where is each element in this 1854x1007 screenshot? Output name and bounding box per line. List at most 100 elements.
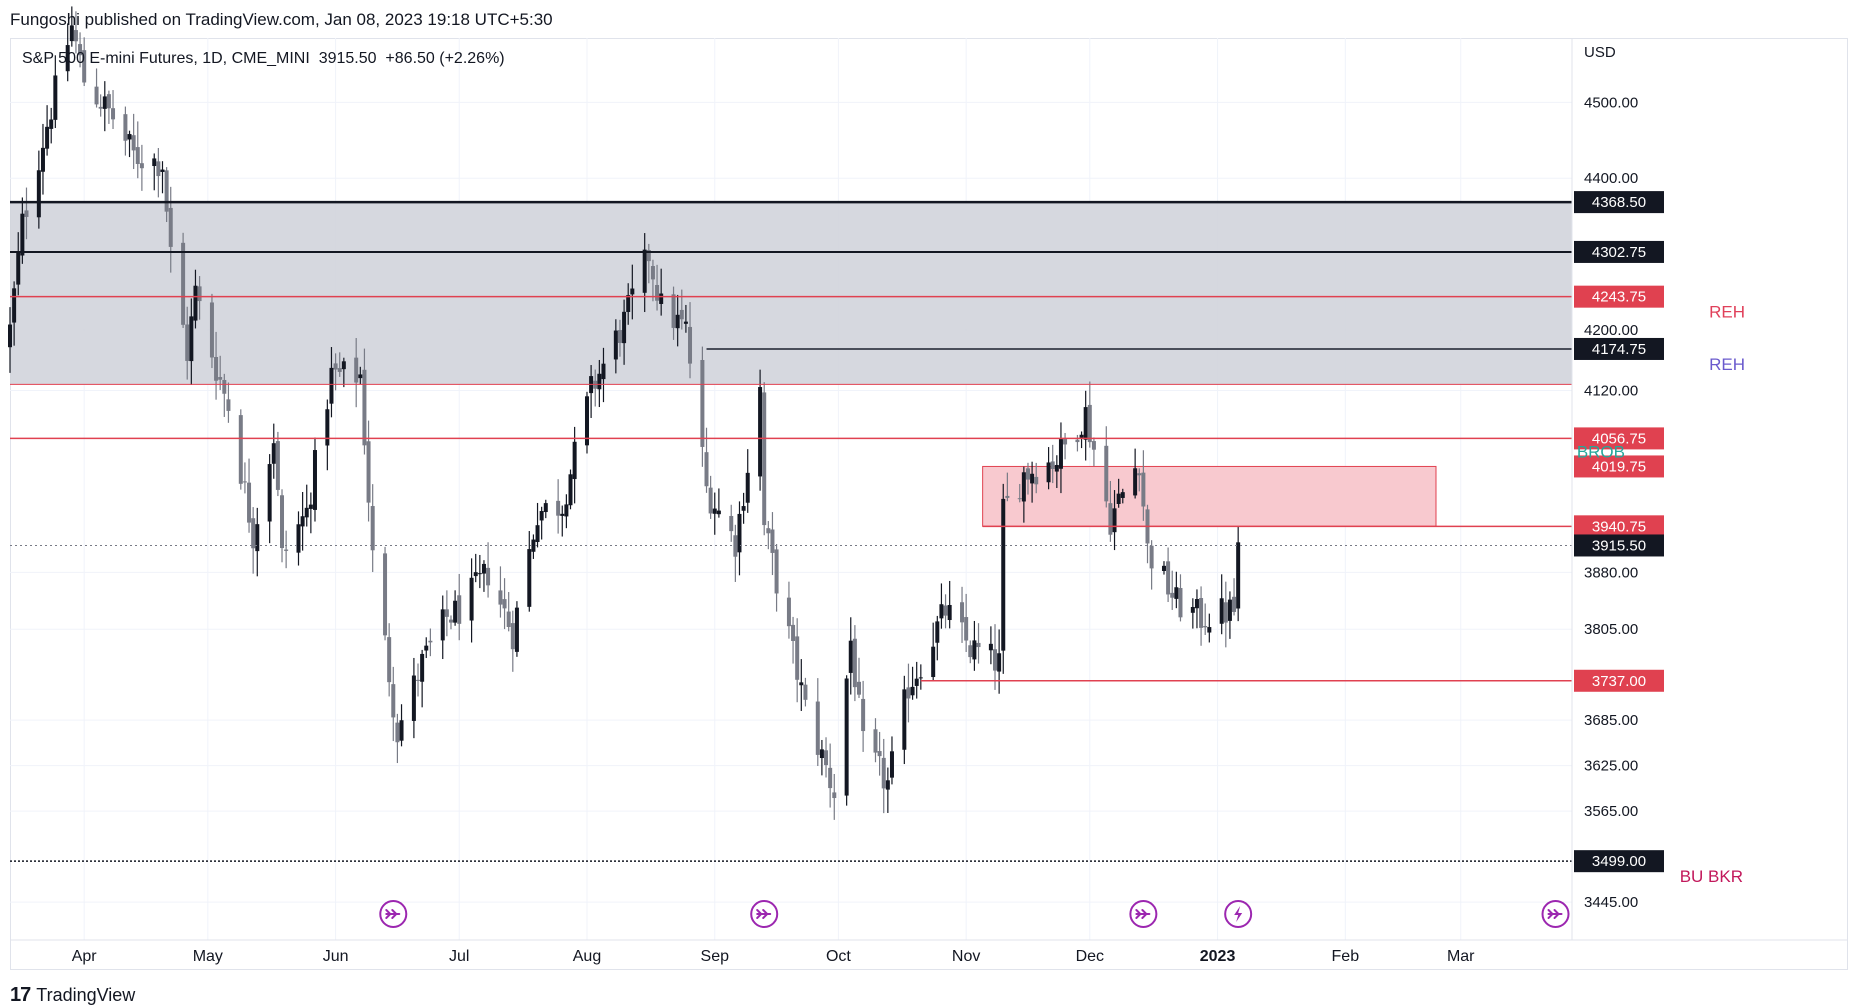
candle-body [918,677,923,679]
candle-body [527,549,532,607]
candle-body [238,415,243,484]
annotation-label: BROB [1577,442,1625,461]
event-layer[interactable] [379,900,1570,928]
candle-body [601,363,606,380]
candle-body [354,357,359,383]
candle-body [510,623,515,650]
candle-body [8,324,12,348]
tradingview-brand[interactable]: TradingView [36,985,136,1005]
candle-body [469,577,474,621]
candle-body [69,25,74,42]
candle-body [312,450,317,510]
candle-body [1025,468,1030,480]
arrow-circle-icon[interactable] [379,900,408,928]
candle-body [168,207,173,247]
candle-body [477,573,482,575]
candle-body [861,698,866,732]
candle-body [1194,599,1199,609]
price-label-box [1574,850,1664,873]
price-label-text: 4056.75 [1592,430,1646,447]
symbol-legend[interactable]: S&P 500 E-mini Futures, 1D, CME_MINI 391… [22,50,505,68]
candle-body [214,356,219,381]
candle-body [791,624,796,641]
candle-body [988,643,993,651]
candle-body [411,675,416,721]
candle-body [185,324,190,361]
candle-body [873,729,878,753]
candle-body [284,549,289,551]
candle-body [947,604,952,621]
candle-body [1116,493,1121,504]
candle-body [675,314,680,329]
candle-body [49,119,54,129]
candle-body [399,720,404,741]
candle-body [424,645,429,651]
candle-body [251,518,256,549]
candle-body [766,528,771,534]
candle-body [584,396,589,446]
candle-body [102,96,107,109]
candle-body [486,567,491,586]
candle-body [1178,587,1183,618]
candle-body [803,684,808,700]
time-axis[interactable]: Apr May Jun Jul Aug Sep Oct Nov Dec 2023 Feb Mar [10,939,1848,965]
candle-body [341,361,346,370]
candle-body [997,653,1002,672]
arrow-circle-icon[interactable] [1129,900,1158,928]
candle-body [1170,592,1175,598]
candle-body [700,359,705,447]
price-label-text: 4302.75 [1592,244,1646,261]
candle-body [630,288,635,295]
candle-body [123,114,128,141]
arrow-circle-icon[interactable] [1541,900,1570,928]
candle-body [597,373,602,390]
candle-body [362,369,367,446]
candle-body [453,600,458,623]
annotation-label: REH [1709,303,1745,322]
tradingview-logo-icon[interactable]: 17 [10,984,31,1006]
price-label-box [1574,534,1664,557]
price-axis[interactable]: USD 4500.00 4400.00 4200.00 4120.00 3880.00 38… [1571,38,1638,940]
candle-body [82,50,87,83]
candle-body [1054,464,1059,472]
candle-body [993,649,998,671]
price-tick-label: 4120.00 [1584,382,1638,399]
candle-body [329,367,334,404]
candle-layer [8,6,1241,820]
candle-body [1141,472,1146,507]
candle-body [774,549,779,594]
candle-body [881,757,886,789]
candle-body [708,487,713,514]
candle-body [786,597,791,627]
arrow-circle-icon[interactable] [750,900,779,928]
price-label-layer: 4368.50 4302.75 4243.75 4174.75 4056.75 4019.… [1574,191,1664,873]
candle-body [127,134,132,140]
candle-body [972,640,977,660]
candle-body [1190,607,1195,613]
candle-body [799,682,804,686]
candle-body [1091,441,1096,450]
candle-body [1104,445,1109,502]
time-tick-label: 2023 [1200,948,1236,965]
candle-body [770,529,775,553]
candle-body [506,611,511,628]
price-tick-label: 4200.00 [1584,322,1638,339]
candle-body [98,106,103,109]
price-label-box [1574,455,1664,478]
time-tick-label: Mar [1447,948,1475,965]
candle-body [885,780,890,790]
candle-body [358,374,363,379]
candle-body [857,681,862,695]
lightning-circle-icon[interactable] [1224,900,1253,928]
candle-body [931,646,936,678]
candle-body [1232,596,1237,612]
candle-body [762,392,767,526]
candle-body [844,678,849,796]
price-label-box [1574,285,1664,308]
candle-body [280,495,285,549]
price-label-text: 4174.75 [1592,341,1646,358]
candle-body [53,75,58,120]
chart-frame[interactable] [10,38,1848,970]
price-tick-label: 3685.00 [1584,712,1638,729]
